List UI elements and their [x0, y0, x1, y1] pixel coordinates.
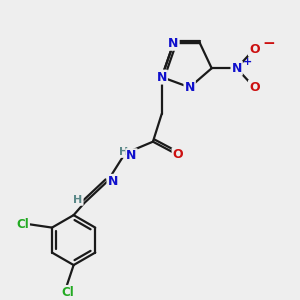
Text: O: O: [249, 43, 260, 56]
Text: N: N: [168, 37, 179, 50]
Text: +: +: [243, 57, 252, 67]
Text: N: N: [232, 62, 242, 75]
Text: O: O: [172, 148, 183, 161]
Text: Cl: Cl: [16, 218, 29, 231]
Text: −: −: [262, 36, 275, 51]
Text: N: N: [157, 70, 167, 84]
Text: Cl: Cl: [61, 286, 74, 299]
Text: H: H: [119, 147, 128, 157]
Text: N: N: [126, 149, 137, 162]
Text: N: N: [184, 81, 195, 94]
Text: N: N: [107, 175, 118, 188]
Text: H: H: [74, 195, 83, 205]
Text: O: O: [249, 81, 260, 94]
